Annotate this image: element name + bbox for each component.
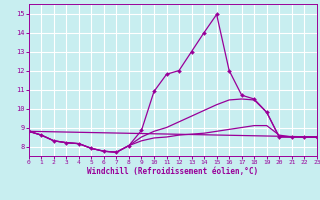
- X-axis label: Windchill (Refroidissement éolien,°C): Windchill (Refroidissement éolien,°C): [87, 167, 258, 176]
